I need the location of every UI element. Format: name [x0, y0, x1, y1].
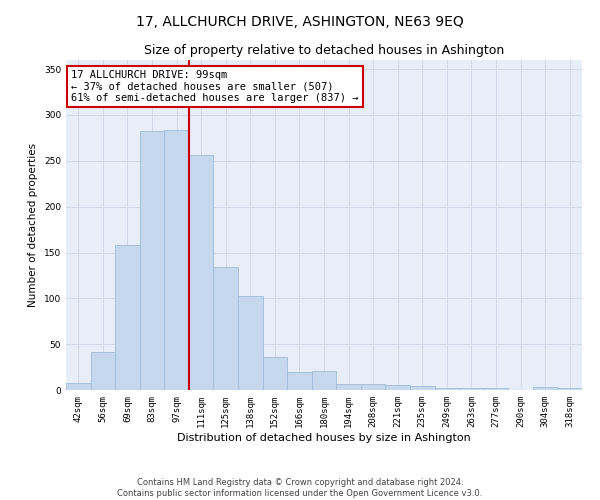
Bar [189, 156, 214, 390]
Bar [91, 352, 115, 390]
Bar [434, 388, 459, 390]
Bar [312, 371, 336, 390]
Bar [385, 386, 410, 390]
Bar [287, 372, 312, 390]
Title: Size of property relative to detached houses in Ashington: Size of property relative to detached ho… [144, 44, 504, 58]
Bar [164, 130, 189, 390]
Bar [115, 245, 140, 390]
Bar [361, 384, 385, 390]
Text: 17 ALLCHURCH DRIVE: 99sqm
← 37% of detached houses are smaller (507)
61% of semi: 17 ALLCHURCH DRIVE: 99sqm ← 37% of detac… [71, 70, 359, 103]
Bar [410, 386, 434, 390]
Bar [263, 357, 287, 390]
X-axis label: Distribution of detached houses by size in Ashington: Distribution of detached houses by size … [177, 432, 471, 442]
Bar [238, 296, 263, 390]
Y-axis label: Number of detached properties: Number of detached properties [28, 143, 38, 307]
Bar [459, 388, 484, 390]
Text: 17, ALLCHURCH DRIVE, ASHINGTON, NE63 9EQ: 17, ALLCHURCH DRIVE, ASHINGTON, NE63 9EQ [136, 15, 464, 29]
Bar [533, 387, 557, 390]
Bar [557, 388, 582, 390]
Bar [214, 267, 238, 390]
Text: Contains HM Land Registry data © Crown copyright and database right 2024.
Contai: Contains HM Land Registry data © Crown c… [118, 478, 482, 498]
Bar [140, 130, 164, 390]
Bar [66, 382, 91, 390]
Bar [484, 388, 508, 390]
Bar [336, 384, 361, 390]
